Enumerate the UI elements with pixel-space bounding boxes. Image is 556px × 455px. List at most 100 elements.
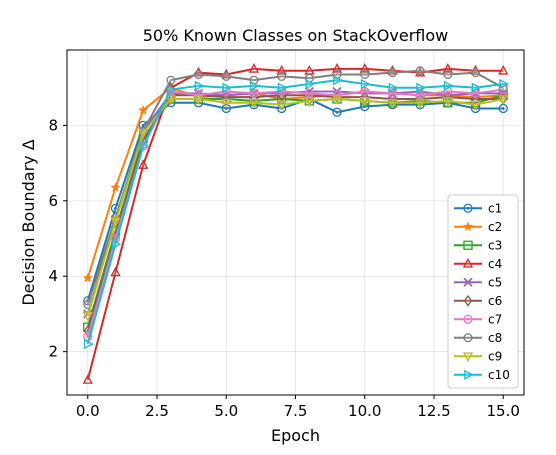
data-point-c9 — [415, 98, 426, 109]
data-point-c8 — [471, 68, 480, 77]
marker-dot — [252, 91, 256, 95]
data-point-c10 — [388, 82, 399, 93]
legend-swatch-marker — [462, 221, 474, 232]
data-point-c8 — [194, 70, 203, 79]
data-point-c9 — [387, 98, 398, 109]
data-point-c9 — [165, 95, 176, 105]
data-point-c9 — [138, 129, 149, 139]
data-point-c10 — [499, 78, 510, 90]
x-tick-label: 5.0 — [214, 402, 238, 420]
data-point-c4 — [82, 374, 93, 384]
legend-swatch-marker — [462, 257, 474, 268]
legend-label: c10 — [488, 368, 510, 382]
series-c4 — [82, 63, 509, 384]
axis-ticks: 0.0 2.5 5.0 7.5 10.0 12.5 15.0 2 4 6 8 — [48, 116, 519, 420]
data-point-c8 — [360, 70, 370, 79]
x-tick-label: 2.5 — [145, 402, 169, 420]
legend-label: c1 — [488, 201, 502, 215]
x-tick-label: 0.0 — [76, 402, 100, 420]
marker-dot — [335, 110, 339, 114]
data-point-c10 — [250, 80, 260, 91]
data-point-c10 — [277, 82, 288, 93]
legend-entry-c5: c5 — [454, 275, 502, 289]
data-point-c9 — [248, 98, 260, 109]
data-point-c10 — [443, 80, 454, 91]
data-point-c10 — [416, 82, 426, 93]
marker-dot — [466, 317, 470, 321]
legend-entry-c10: c10 — [454, 368, 510, 382]
data-point-c9 — [276, 100, 287, 111]
legend-entry-c7: c7 — [454, 312, 502, 326]
data-point-c10 — [83, 339, 94, 350]
marker-dot — [466, 206, 470, 210]
data-point-c9 — [442, 97, 453, 107]
data-point-c10 — [333, 75, 343, 86]
data-point-c10 — [139, 141, 149, 152]
data-point-c8 — [443, 70, 453, 79]
data-point-c10 — [305, 78, 316, 90]
data-point-c9 — [470, 100, 481, 111]
data-point-c9 — [221, 98, 232, 109]
data-point-c8 — [221, 72, 231, 81]
series-c10 — [83, 75, 510, 350]
marker-dot — [114, 206, 117, 210]
series-line-c4 — [86, 67, 504, 381]
y-tick-label: 4 — [48, 267, 58, 285]
legend-label: c8 — [488, 331, 502, 345]
data-point-c9 — [110, 217, 121, 228]
y-tick-label: 6 — [48, 192, 58, 210]
legend-swatch-marker — [462, 352, 474, 363]
series-line-c2 — [86, 86, 504, 279]
y-axis-title: Decision Boundary Δ — [19, 139, 38, 305]
marker-dot — [501, 107, 505, 110]
x-tick-label: 7.5 — [284, 402, 308, 420]
data-point-c9 — [359, 97, 370, 107]
legend-label: c2 — [488, 220, 502, 234]
marker-dot — [86, 335, 90, 338]
data-point-c8 — [415, 66, 425, 76]
data-series — [82, 63, 510, 384]
series-line-c8 — [86, 69, 504, 305]
data-point-c10 — [222, 82, 233, 93]
legend-swatch-marker — [463, 240, 473, 250]
data-point-c10 — [471, 82, 482, 93]
marker-dot — [446, 90, 450, 93]
data-point-c4 — [331, 63, 343, 73]
legend-label: c5 — [488, 275, 502, 289]
data-point-c8 — [277, 72, 286, 81]
x-tick-label: 12.5 — [417, 402, 450, 420]
data-point-c8 — [166, 75, 176, 85]
legend-entry-c4: c4 — [454, 257, 502, 271]
data-point-c9 — [82, 311, 93, 322]
data-point-c10 — [167, 84, 177, 95]
legend-label: c7 — [488, 312, 502, 326]
x-tick-label: 15.0 — [487, 402, 520, 420]
legend-entry-c9: c9 — [454, 349, 502, 363]
data-point-c2 — [110, 182, 121, 193]
marker-dot — [307, 91, 311, 95]
legend-box — [447, 194, 519, 389]
legend-label: c6 — [488, 294, 502, 308]
data-point-c4 — [276, 64, 287, 75]
data-point-c4 — [248, 63, 260, 73]
data-point-c8 — [388, 68, 397, 77]
data-point-c10 — [360, 78, 371, 90]
legend-swatch-marker — [464, 369, 474, 380]
data-point-c4 — [498, 64, 509, 75]
legend-label: c3 — [488, 238, 502, 252]
marker-dot — [391, 91, 394, 95]
data-point-c10 — [111, 239, 122, 250]
y-tick-label: 2 — [48, 343, 58, 361]
data-point-c10 — [194, 80, 205, 91]
data-point-c4 — [442, 63, 453, 73]
marker-dot — [418, 93, 422, 97]
data-point-c9 — [193, 95, 204, 105]
legend-swatch-marker — [463, 294, 473, 307]
legend-swatch-marker — [463, 333, 473, 343]
marker-dot — [474, 91, 477, 95]
marker-dot — [363, 90, 367, 93]
legend-label: c4 — [488, 257, 502, 271]
series-line-c10 — [86, 79, 504, 345]
data-point-c4 — [110, 266, 121, 277]
